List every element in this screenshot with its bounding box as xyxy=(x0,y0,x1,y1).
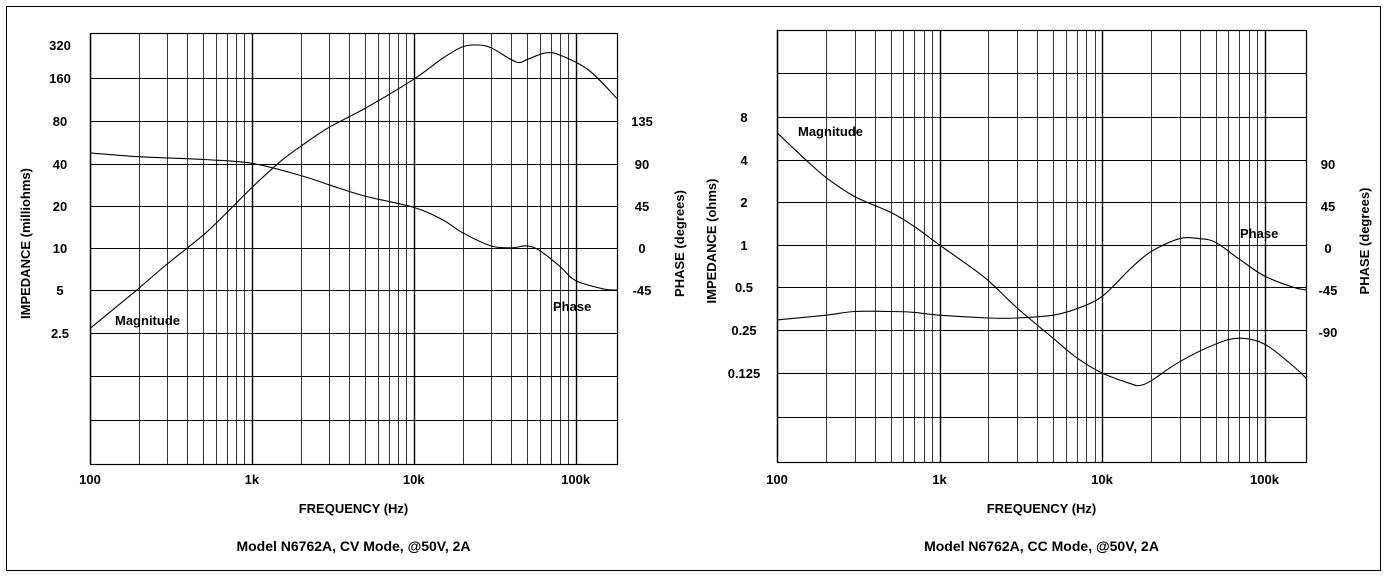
y-left-tick-label: 20 xyxy=(53,199,67,214)
plot-border xyxy=(776,29,1308,464)
y-left-tick-label: 0.125 xyxy=(728,366,761,381)
grid xyxy=(89,33,617,465)
y-left-tick-label: 5 xyxy=(56,283,63,298)
y-left-tick-label: 80 xyxy=(53,114,67,129)
x-tick-label: 100 xyxy=(766,472,788,487)
x-tick-label: 10k xyxy=(1091,472,1113,487)
x-tick-label: 1k xyxy=(245,472,260,487)
chart-2: 100 1k 10k 100k 8 4 2 1 0.5 0.25 0.125 90 45 0 -45 -90 F… xyxy=(704,29,1372,554)
phase-series-line xyxy=(90,152,617,291)
y-right-tick-label: -90 xyxy=(1319,325,1338,340)
x-tick-label: 1k xyxy=(932,472,947,487)
x-axis-label: FREQUENCY (Hz) xyxy=(299,501,409,516)
chart-title: Model N6762A, CC Mode, @50V, 2A xyxy=(924,538,1159,554)
x-tick-label: 100k xyxy=(561,472,591,487)
magnitude-annotation: Magnitude xyxy=(115,313,180,328)
y-right-tick-label: 135 xyxy=(631,114,653,129)
y-left-tick-label: 2.5 xyxy=(51,326,69,341)
phase-series-line xyxy=(777,236,1306,321)
y-left-tick-label: 10 xyxy=(53,241,67,256)
magnitude-annotation: Magnitude xyxy=(798,124,863,139)
y-axis-label-right: PHASE (degrees) xyxy=(672,190,687,297)
x-tick-label: 100k xyxy=(1250,472,1280,487)
y-left-tick-label: 320 xyxy=(49,38,71,53)
y-axis-label-left: IMPEDANCE (milliohms) xyxy=(18,168,33,319)
figure-frame xyxy=(6,6,1381,571)
y-right-tick-label: -45 xyxy=(633,283,652,298)
y-left-tick-label: 2 xyxy=(740,195,747,210)
y-left-tick-label: 0.5 xyxy=(735,280,753,295)
y-left-tick-label: 40 xyxy=(53,157,67,172)
chart-title: Model N6762A, CV Mode, @50V, 2A xyxy=(236,538,470,554)
x-tick-label: 10k xyxy=(403,472,425,487)
y-right-tick-label: -45 xyxy=(1319,283,1338,298)
y-left-tick-label: 4 xyxy=(740,153,748,168)
y-axis-label-left: IMPEDANCE (ohms) xyxy=(704,179,719,304)
y-right-tick-label: 0 xyxy=(1324,241,1331,256)
x-tick-label: 100 xyxy=(79,472,101,487)
x-axis-label: FREQUENCY (Hz) xyxy=(987,501,1097,516)
y-left-tick-label: 8 xyxy=(740,110,747,125)
y-axis-label-right: PHASE (degrees) xyxy=(1357,188,1372,295)
phase-annotation: Phase xyxy=(553,299,591,314)
y-left-tick-label: 160 xyxy=(49,71,71,86)
y-right-tick-label: 0 xyxy=(638,241,645,256)
y-left-tick-label: 1 xyxy=(740,238,747,253)
y-right-tick-label: 45 xyxy=(1321,199,1335,214)
y-right-tick-label: 90 xyxy=(635,157,649,172)
magnitude-series-line xyxy=(90,44,617,329)
plot-border xyxy=(89,32,619,466)
magnitude-series-line xyxy=(777,132,1306,387)
y-right-tick-label: 90 xyxy=(1321,157,1335,172)
chart-1: 100 1k 10k 100k 320 160 80 40 20 10 5 2.5 135 90 45 0 -4… xyxy=(18,32,687,554)
grid xyxy=(776,30,1306,463)
phase-annotation: Phase xyxy=(1240,226,1278,241)
y-left-tick-label: 0.25 xyxy=(731,323,756,338)
y-right-tick-label: 45 xyxy=(635,199,649,214)
